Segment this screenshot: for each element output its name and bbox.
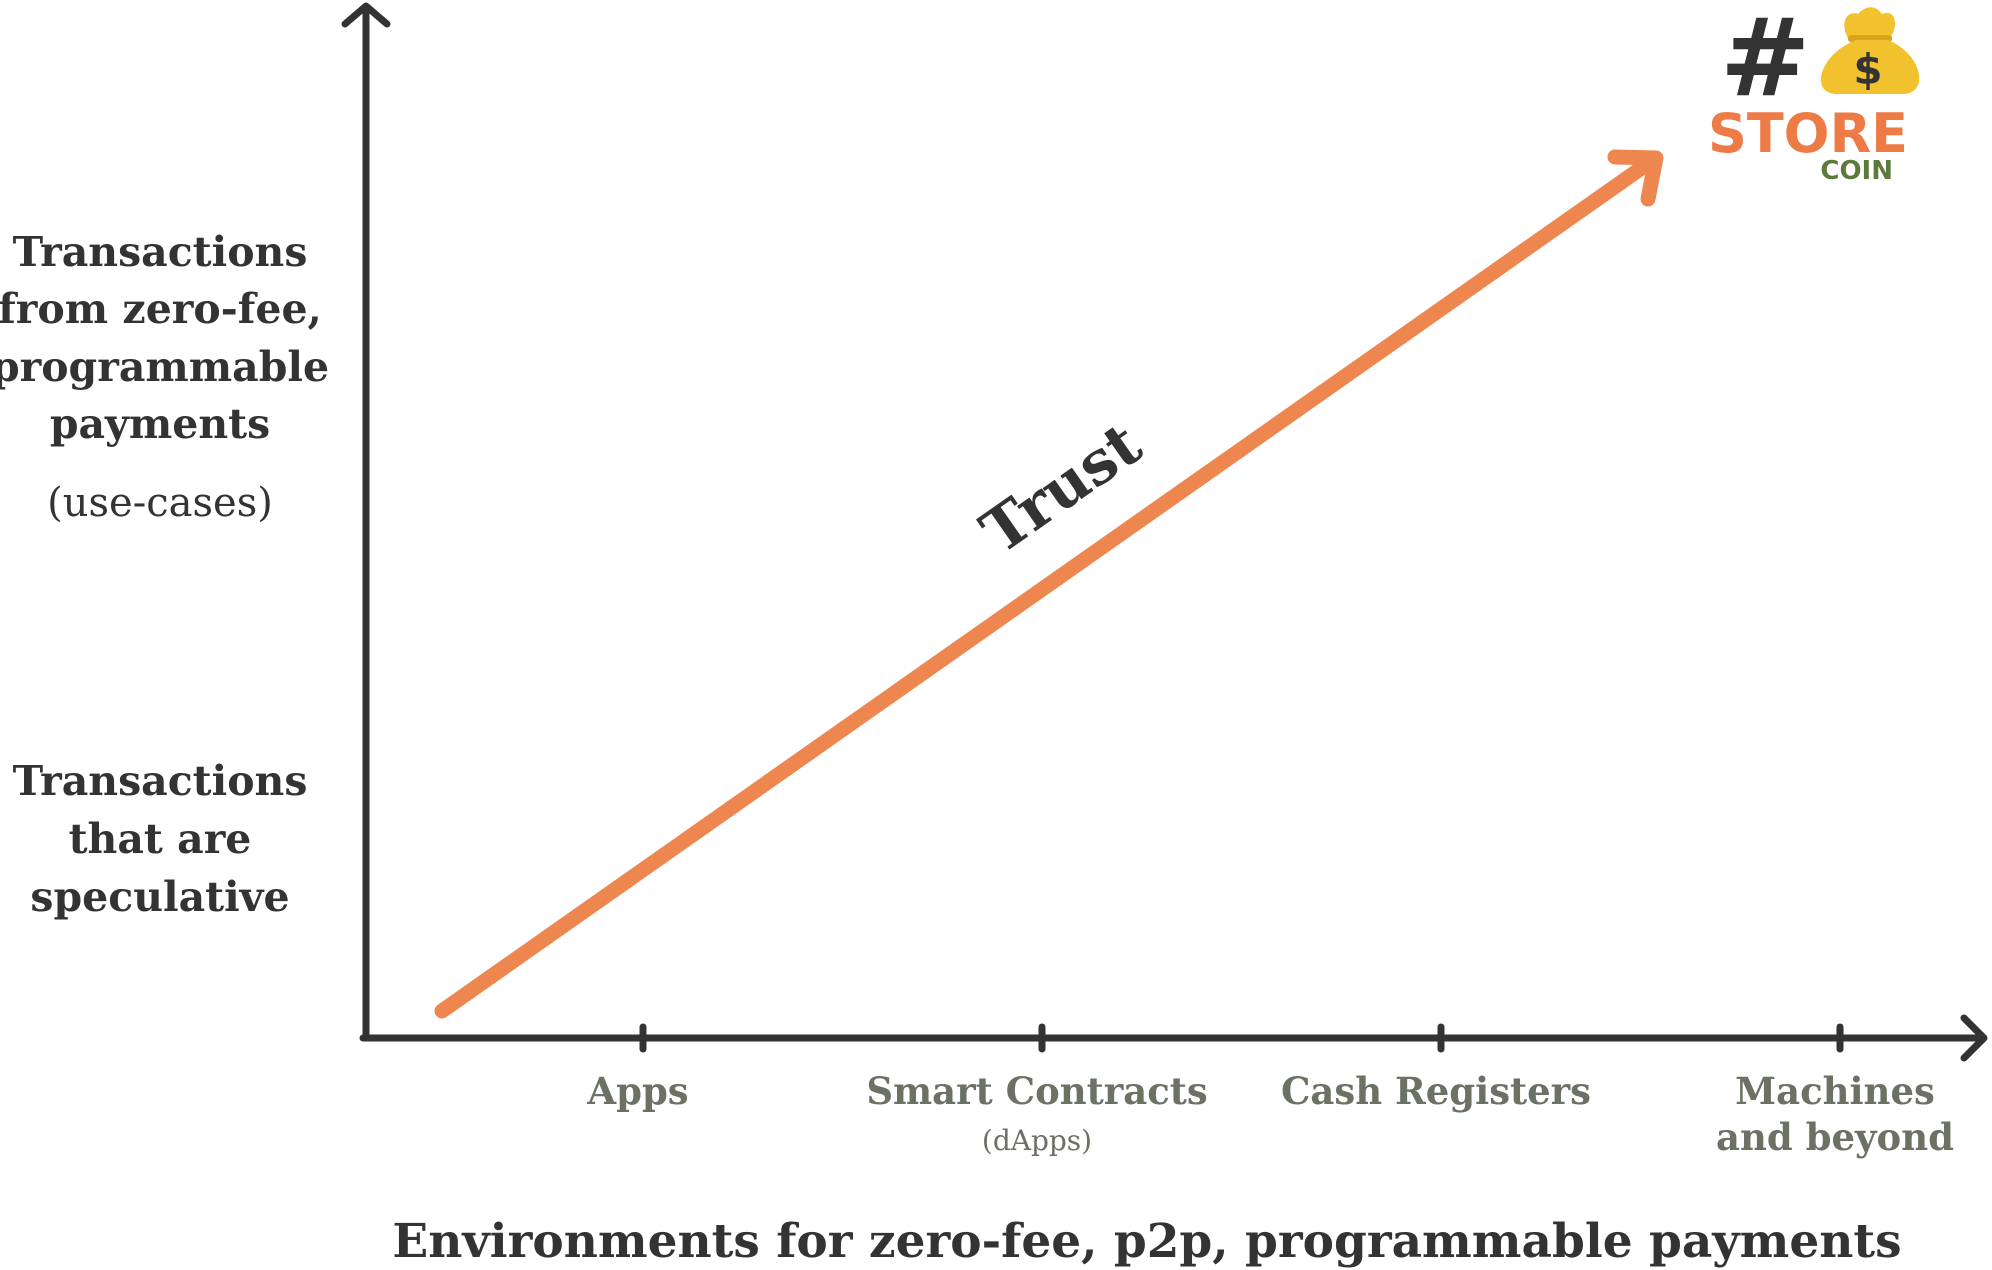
trend-arrowhead-icon: [1607, 149, 1664, 207]
trust-trend-arrow: [434, 149, 1664, 1019]
x-tick-label-machines-line-2: and beyond: [1716, 1115, 1954, 1159]
y-label-bottom-line-3: speculative: [30, 873, 289, 921]
dollar-sign-icon: $: [1853, 45, 1882, 94]
y-label-bottom-line-2: that are: [69, 815, 252, 863]
x-tick-label-machines: Machines: [1735, 1069, 1935, 1113]
y-label-top-line-2: from zero-fee,: [0, 285, 322, 333]
x-tick-labels: Apps Smart Contracts (dApps) Cash Regist…: [586, 1069, 1954, 1159]
y-label-use-cases: Transactions from zero-fee, programmable…: [0, 228, 329, 526]
x-tick-label-smart-contracts: Smart Contracts: [866, 1069, 1207, 1113]
x-axis: [359, 1014, 1988, 1062]
y-label-top-line-4: payments: [50, 400, 270, 448]
y-label-top-line-1: Transactions: [13, 228, 308, 276]
x-tick-sub-smart-contracts: (dApps): [982, 1124, 1092, 1157]
y-axis: [341, 2, 391, 1042]
logo-store-text: STORE: [1708, 102, 1908, 165]
money-bag-icon: $: [1820, 7, 1920, 95]
y-axis-arrow-icon: [341, 2, 391, 28]
x-axis-title: Environments for zero-fee, p2p, programm…: [392, 1214, 1901, 1269]
y-label-top-line-3: programmable: [0, 343, 329, 391]
x-tick-label-apps: Apps: [586, 1069, 688, 1113]
logo-hash-icon: #: [1720, 0, 1811, 121]
y-label-speculative: Transactions that are speculative: [13, 757, 308, 921]
trend-label-trust: Trust: [969, 409, 1154, 568]
store-coin-logo: # $ STORE COIN: [1708, 0, 1920, 186]
logo-coin-text: COIN: [1820, 156, 1893, 186]
x-axis-arrow-icon: [1960, 1014, 1988, 1062]
y-label-bottom-line-1: Transactions: [13, 757, 308, 805]
x-tick-label-cash-registers: Cash Registers: [1281, 1069, 1591, 1113]
y-label-top-sub: (use-cases): [47, 480, 273, 526]
